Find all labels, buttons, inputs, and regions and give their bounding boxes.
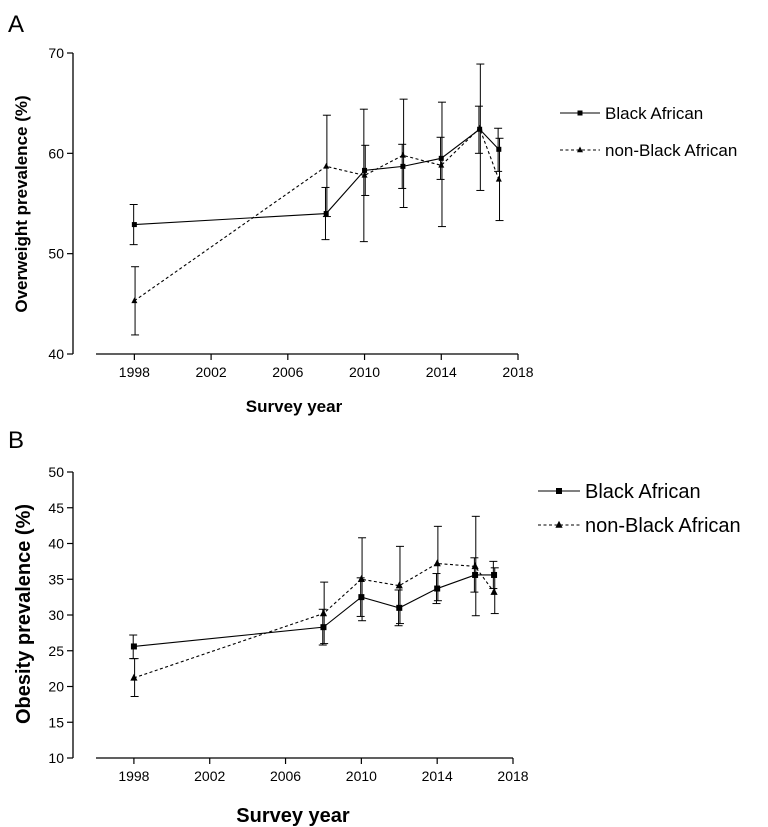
- data-point-square: [131, 222, 137, 228]
- data-point-square: [491, 571, 498, 578]
- data-point-triangle: [357, 575, 365, 582]
- legend-marker-square: [556, 488, 562, 494]
- y-tick-label: 25: [48, 643, 64, 659]
- x-tick-label: 2018: [502, 364, 533, 380]
- y-tick-label: 40: [48, 536, 64, 552]
- legend-label: Black African: [605, 104, 703, 123]
- y-tick-label: 70: [48, 45, 64, 61]
- panel-b: B Obesity prevalence (%) Survey year 10 1…: [8, 427, 741, 827]
- data-point-triangle: [323, 162, 330, 169]
- data-point-triangle: [399, 151, 406, 158]
- y-tick-label: 35: [48, 571, 64, 587]
- x-tick-label: 2010: [349, 364, 380, 380]
- x-tick-label: 2014: [426, 364, 457, 380]
- y-tick-label: 50: [48, 246, 64, 262]
- x-tick-label: 2006: [270, 768, 301, 784]
- data-point-square: [130, 643, 137, 650]
- data-point-triangle: [495, 175, 502, 182]
- data-point-triangle: [433, 559, 441, 567]
- y-tick-label: 40: [48, 346, 64, 362]
- data-point-triangle: [490, 587, 498, 595]
- data-point-square: [358, 594, 365, 601]
- panel-label-b: B: [8, 427, 24, 454]
- data-point-triangle: [131, 297, 138, 304]
- data-point-square: [438, 155, 444, 161]
- x-axis-title-b: Survey year: [236, 805, 350, 827]
- legend-marker-square: [577, 110, 583, 116]
- panel-label-a: A: [8, 11, 24, 38]
- legend-marker-triangle: [577, 146, 583, 153]
- y-tick-label: 15: [48, 714, 64, 730]
- data-point-square: [496, 146, 502, 152]
- data-point-triangle: [438, 161, 445, 168]
- y-tick-label: 45: [48, 500, 64, 516]
- data-point-square: [434, 585, 441, 592]
- legend-label: non-Black African: [585, 515, 741, 537]
- y-axis-title-a: Overweight prevalence (%): [12, 95, 31, 312]
- data-point-triangle: [361, 171, 368, 178]
- series-line: [133, 562, 495, 679]
- data-point-square: [400, 163, 406, 169]
- x-tick-label: 2014: [422, 768, 453, 784]
- series-line: [134, 128, 500, 226]
- x-tick-label: 2010: [346, 768, 377, 784]
- data-point-triangle: [130, 673, 138, 681]
- data-point-triangle: [319, 609, 328, 617]
- y-axis-title-b: Obesity prevalence (%): [13, 504, 35, 724]
- y-tick-label: 60: [48, 145, 64, 161]
- x-tick-label: 2006: [272, 364, 303, 380]
- legend-label: non-Black African: [605, 141, 737, 160]
- x-tick-label: 2002: [196, 364, 227, 380]
- data-point-square: [362, 167, 368, 173]
- y-tick-label: 50: [48, 464, 64, 480]
- data-point-square: [323, 211, 329, 217]
- data-point-square: [320, 624, 327, 631]
- y-tick-label: 30: [48, 607, 64, 623]
- x-axis-title-a: Survey year: [246, 397, 343, 416]
- data-point-square: [396, 604, 403, 611]
- data-point-triangle: [476, 124, 483, 131]
- data-point-triangle: [395, 581, 403, 589]
- y-tick-label: 10: [48, 750, 64, 766]
- data-point-triangle: [471, 562, 479, 570]
- x-tick-label: 2018: [497, 768, 528, 784]
- y-tick-label: 20: [48, 679, 64, 695]
- panel-a: A Overweight prevalence (%) Survey year …: [8, 11, 737, 416]
- legend-marker-triangle: [555, 520, 563, 528]
- x-tick-label: 2002: [194, 768, 225, 784]
- x-tick-label: 1998: [119, 364, 150, 380]
- legend-label: Black African: [585, 481, 701, 503]
- x-tick-label: 1998: [118, 768, 149, 784]
- data-point-square: [472, 571, 479, 578]
